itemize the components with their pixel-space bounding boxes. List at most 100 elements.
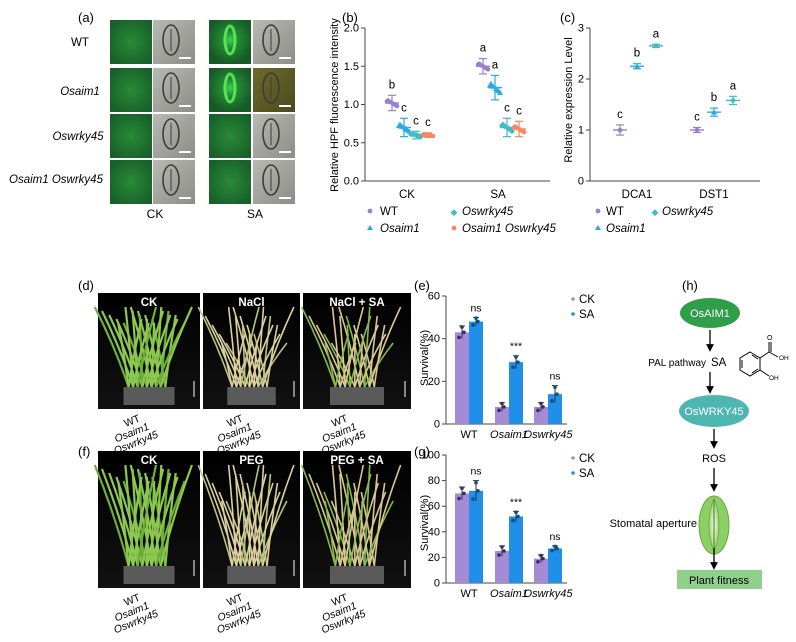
node-plant-fitness bbox=[677, 570, 762, 589]
leaf bbox=[253, 491, 281, 567]
bar bbox=[469, 321, 483, 424]
bar bbox=[495, 551, 509, 583]
panel-label-b: (b) bbox=[342, 10, 358, 25]
legend-b-osaim1: Osaim1 bbox=[380, 223, 420, 235]
replicate-dot bbox=[457, 496, 461, 501]
fluorescence-tile bbox=[209, 114, 251, 158]
replicate-dot bbox=[462, 330, 466, 335]
replicate-dot bbox=[541, 556, 545, 561]
x-tick-label: SA bbox=[490, 189, 506, 201]
significance-mark: ns bbox=[470, 466, 481, 478]
salicylic-acid-structure-icon bbox=[739, 342, 779, 377]
y-tick-label: 0.0 bbox=[344, 176, 359, 188]
genotype-label: WT bbox=[330, 412, 350, 429]
leaf bbox=[136, 306, 158, 388]
leaf bbox=[127, 476, 143, 567]
pot bbox=[227, 566, 276, 584]
leaf bbox=[240, 464, 260, 567]
data-point bbox=[485, 67, 491, 72]
significance-letter: a bbox=[492, 59, 499, 71]
replicate-dot bbox=[476, 319, 480, 324]
leaf bbox=[253, 491, 268, 567]
significance-letter: c bbox=[401, 102, 407, 114]
chart-c: Relative expression Level 0 1 2 3 DCA1 DST1 c c… bbox=[563, 23, 760, 201]
leaf bbox=[363, 464, 371, 567]
leaf bbox=[244, 473, 267, 567]
fluorescence-tile bbox=[110, 68, 152, 112]
stomata-icon bbox=[698, 495, 730, 555]
bar bbox=[548, 548, 562, 583]
replicate-dot bbox=[555, 392, 559, 396]
genotype-label: WT bbox=[122, 591, 142, 608]
replicate-dot bbox=[474, 480, 478, 485]
chart-c-ylabel: Relative expression Level bbox=[563, 37, 575, 162]
replicate-dot bbox=[462, 491, 466, 496]
stomata-outline bbox=[162, 72, 180, 104]
leaf bbox=[150, 318, 179, 388]
leaf bbox=[266, 482, 279, 567]
fluorescence-signal bbox=[223, 24, 237, 56]
fluorescence-tile bbox=[110, 114, 152, 158]
significance-letter: c bbox=[425, 117, 431, 129]
y-tick-label: 2.0 bbox=[344, 23, 359, 35]
data-point bbox=[390, 101, 396, 106]
leaf bbox=[253, 500, 258, 567]
leaf bbox=[145, 314, 172, 388]
leaf bbox=[339, 342, 357, 388]
leaf bbox=[315, 324, 346, 388]
legend-b-wt: WT bbox=[380, 206, 398, 218]
photo-title: NaCl bbox=[238, 297, 264, 309]
legend-marker bbox=[571, 312, 575, 316]
panel-label-e: (e) bbox=[414, 278, 430, 293]
leaf bbox=[220, 342, 233, 388]
leaf bbox=[331, 464, 342, 567]
replicate-dot bbox=[497, 408, 501, 413]
y-tick-label: 0 bbox=[434, 419, 440, 431]
y-tick-label: 1 bbox=[578, 125, 584, 137]
molecule-oh-2: OH bbox=[769, 375, 779, 382]
node-oswrky45-label: OsWRKY45 bbox=[684, 406, 743, 418]
chart-b: Relative HPF fluorescence intensity 0.0 0… bbox=[329, 18, 550, 201]
replicate-dot bbox=[471, 497, 475, 501]
leaf bbox=[358, 333, 387, 388]
leaf bbox=[235, 342, 253, 388]
leaf bbox=[315, 482, 346, 567]
panel-d-photos: CKWTOsaim1Oswrky45NaClWTOsaim1Oswrky45Na… bbox=[93, 293, 411, 457]
panel-label-g: (g) bbox=[414, 444, 430, 459]
leaf bbox=[253, 333, 281, 388]
panel-h-pathway: OsAIM1 PAL pathway SA O OH OH OsWRKY45 R… bbox=[610, 298, 789, 589]
leaf bbox=[127, 318, 143, 388]
leaf bbox=[368, 315, 379, 388]
leaf bbox=[334, 491, 350, 567]
replicate-dot bbox=[511, 518, 515, 523]
y-tick-label: 1.0 bbox=[344, 99, 359, 111]
node-ros: ROS bbox=[702, 453, 726, 465]
leaf bbox=[344, 464, 365, 567]
data-point bbox=[505, 125, 511, 132]
leaf bbox=[368, 473, 379, 567]
leaf bbox=[150, 480, 156, 567]
legend-c-oswrky45-marker: ◆ bbox=[652, 207, 659, 217]
data-point bbox=[420, 132, 426, 137]
leaf bbox=[363, 306, 371, 388]
x-tick-label: CK bbox=[399, 189, 415, 201]
chart-g-ylabel: Survival(%) bbox=[419, 495, 431, 551]
fluorescence-tile bbox=[110, 20, 152, 64]
leaf bbox=[150, 476, 179, 567]
data-point bbox=[402, 125, 408, 131]
legend-b-wt-marker bbox=[367, 208, 373, 214]
y-tick-label: 20 bbox=[428, 552, 440, 564]
leaf bbox=[346, 324, 351, 388]
data-point bbox=[617, 127, 623, 133]
leaf bbox=[344, 306, 365, 388]
legend-c: WT ◆ Oswrky45 Osaim1 bbox=[595, 206, 714, 235]
replicate-dot bbox=[511, 365, 515, 370]
leaf bbox=[308, 473, 342, 567]
molecule-o: O bbox=[767, 335, 773, 342]
col-label-sa: SA bbox=[247, 207, 263, 221]
data-point bbox=[517, 127, 523, 132]
leaf bbox=[240, 306, 260, 388]
brightfield-tile bbox=[253, 68, 295, 112]
brightfield-tile bbox=[253, 114, 295, 158]
significance-letter: a bbox=[480, 43, 487, 55]
